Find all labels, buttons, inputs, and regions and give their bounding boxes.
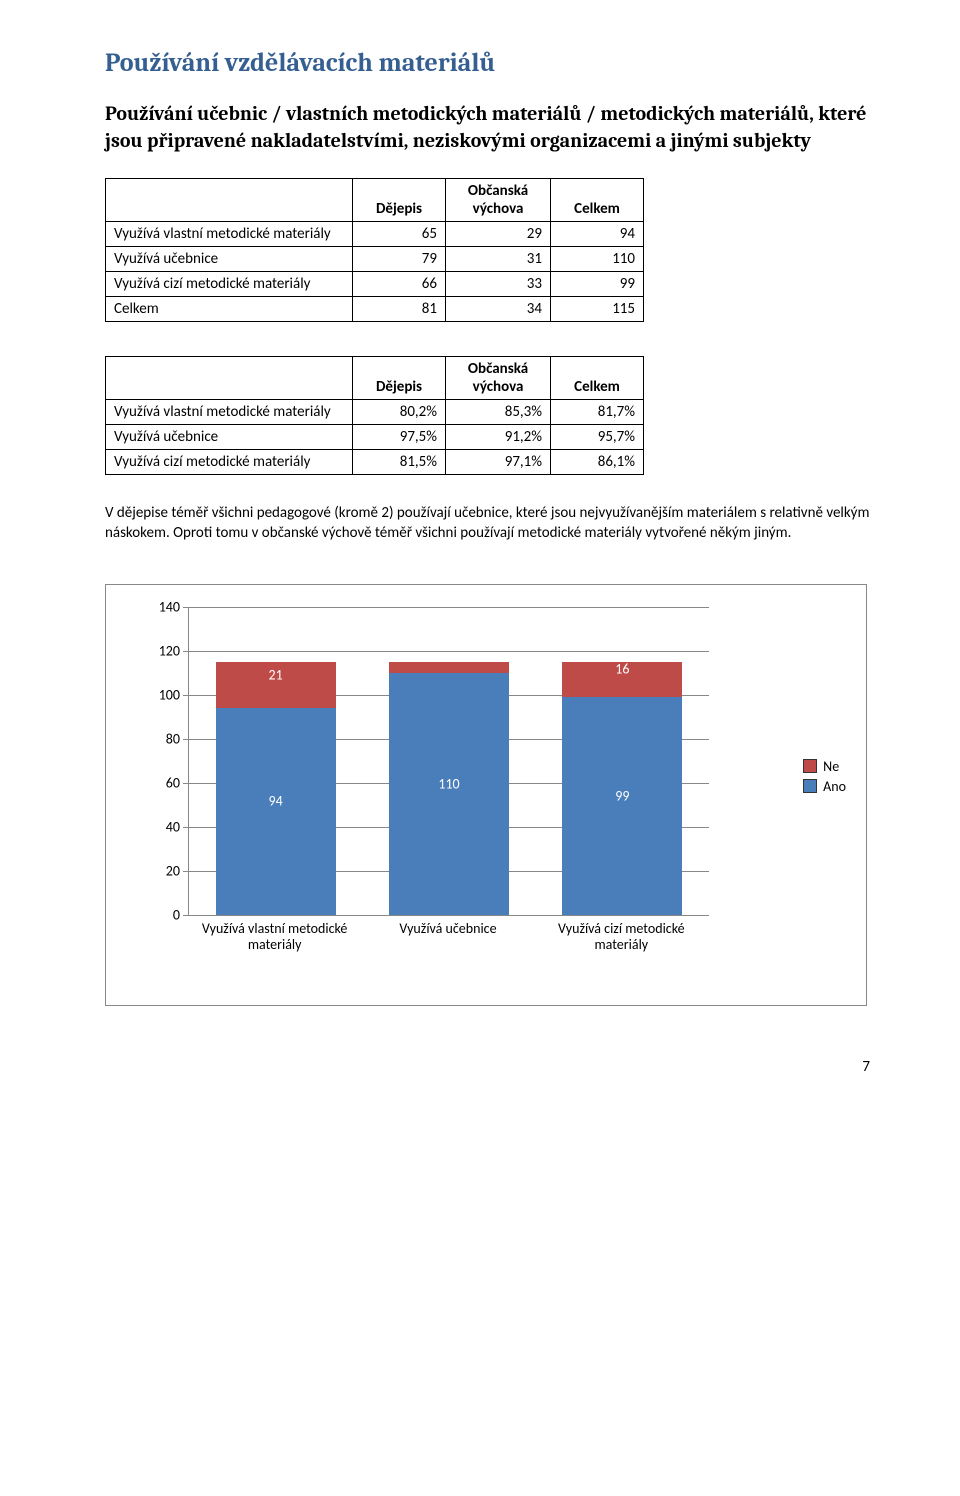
table-row: Využívá učebnice 97,5% 91,2% 95,7% xyxy=(106,425,644,450)
legend: Ne Ano xyxy=(803,755,846,798)
body-paragraph: V dějepise téměř všichni pedagogové (kro… xyxy=(105,503,870,544)
bar-value-label: 21 xyxy=(216,666,336,683)
table-row: Využívá cizí metodické materiály 81,5% 9… xyxy=(106,450,644,475)
bar-value-label: 99 xyxy=(562,787,682,804)
col-header: Občanská výchova xyxy=(446,357,551,400)
legend-item: Ano xyxy=(803,778,846,795)
legend-label: Ano xyxy=(823,778,846,795)
cell: 80,2% xyxy=(353,400,446,425)
legend-item: Ne xyxy=(803,758,846,775)
legend-swatch xyxy=(803,779,817,793)
y-axis-label: 120 xyxy=(130,642,180,659)
y-axis-label: 80 xyxy=(130,730,180,747)
y-axis-label: 140 xyxy=(130,598,180,615)
bar-value-label: 94 xyxy=(216,793,336,810)
cell: 110 xyxy=(551,247,644,272)
cell: 95,7% xyxy=(551,425,644,450)
col-header: Celkem xyxy=(551,179,644,222)
row-label: Využívá učebnice xyxy=(106,425,353,450)
row-label: Využívá vlastní metodické materiály xyxy=(106,400,353,425)
cell: 91,2% xyxy=(446,425,551,450)
legend-swatch xyxy=(803,759,817,773)
cell: 85,3% xyxy=(446,400,551,425)
cell: 66 xyxy=(353,272,446,297)
cell: 31 xyxy=(446,247,551,272)
y-axis-label: 20 xyxy=(130,862,180,879)
cell: 115 xyxy=(551,297,644,322)
x-axis-label: Využívá učebnice xyxy=(361,921,534,938)
row-label: Využívá vlastní metodické materiály xyxy=(106,222,353,247)
col-header: Dějepis xyxy=(353,179,446,222)
y-axis-label: 40 xyxy=(130,818,180,835)
table-percent: Dějepis Občanská výchova Celkem Využívá … xyxy=(105,356,644,475)
legend-label: Ne xyxy=(823,758,839,775)
cell: 97,5% xyxy=(353,425,446,450)
col-header: Celkem xyxy=(551,357,644,400)
row-label: Využívá cizí metodické materiály xyxy=(106,272,353,297)
row-label: Využívá cizí metodické materiály xyxy=(106,450,353,475)
cell: 33 xyxy=(446,272,551,297)
cell: 97,1% xyxy=(446,450,551,475)
cell: 81,7% xyxy=(551,400,644,425)
table-counts: Dějepis Občanská výchova Celkem Využívá … xyxy=(105,178,644,322)
x-axis-label: Využívá cizí metodické materiály xyxy=(535,921,708,955)
stacked-bar-chart: 94 21 110 5 99 16 Ne Ano 0 20 40 60 80 100 120 140 Vyu… xyxy=(105,584,867,1006)
cell: 99 xyxy=(551,272,644,297)
subheading: Používání učebnic / vlastních metodickýc… xyxy=(105,100,870,154)
page-number: 7 xyxy=(105,1058,870,1076)
table-row: Využívá učebnice 79 31 110 xyxy=(106,247,644,272)
table-row: Celkem 81 34 115 xyxy=(106,297,644,322)
col-header: Občanská výchova xyxy=(446,179,551,222)
bar-segment-ano xyxy=(562,697,682,915)
cell: 86,1% xyxy=(551,450,644,475)
row-label: Využívá učebnice xyxy=(106,247,353,272)
bar-value-label: 110 xyxy=(389,775,509,792)
cell: 79 xyxy=(353,247,446,272)
col-header: Dějepis xyxy=(353,357,446,400)
cell: 65 xyxy=(353,222,446,247)
cell: 29 xyxy=(446,222,551,247)
bar-segment-ano xyxy=(216,708,336,915)
bar-segment-ano xyxy=(389,673,509,915)
cell: 34 xyxy=(446,297,551,322)
y-axis-label: 0 xyxy=(130,906,180,923)
y-axis-label: 60 xyxy=(130,774,180,791)
y-axis-label: 100 xyxy=(130,686,180,703)
table-row: Využívá vlastní metodické materiály 80,2… xyxy=(106,400,644,425)
table-row: Využívá cizí metodické materiály 66 33 9… xyxy=(106,272,644,297)
cell: 81 xyxy=(353,297,446,322)
row-label: Celkem xyxy=(106,297,353,322)
bar-value-label: 16 xyxy=(562,661,682,678)
section-title: Používání vzdělávacích materiálů xyxy=(105,48,870,78)
bar-group xyxy=(216,662,336,915)
x-axis-label: Využívá vlastní metodické materiály xyxy=(188,921,361,955)
cell: 81,5% xyxy=(353,450,446,475)
table-row: Využívá vlastní metodické materiály 65 2… xyxy=(106,222,644,247)
bar-value-label: 5 xyxy=(389,649,509,666)
cell: 94 xyxy=(551,222,644,247)
